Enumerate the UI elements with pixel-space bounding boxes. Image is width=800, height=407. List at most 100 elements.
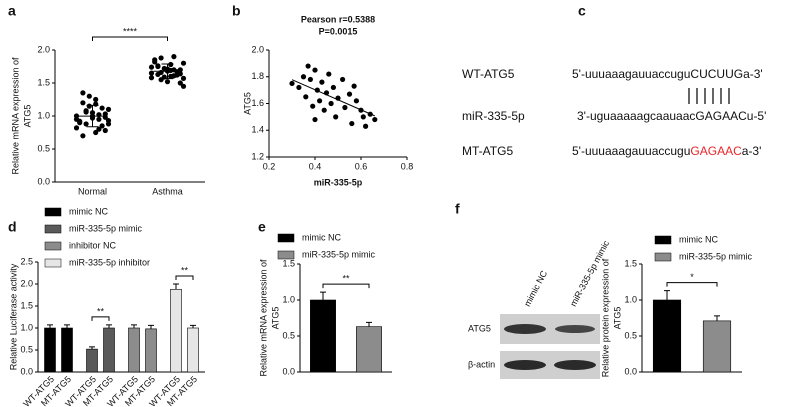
seq-name: miR-335-5p [462, 109, 525, 123]
y-tick-label: 1.6 [251, 98, 264, 108]
seq-part: 5'-uuuaaagauuaccugu [572, 144, 690, 158]
significance-bracket [322, 283, 370, 289]
blot-row-label: ATG5 [468, 323, 491, 333]
data-point [305, 63, 311, 69]
error-bar [47, 324, 53, 328]
mean-sd-line [78, 104, 107, 128]
bar [103, 327, 115, 373]
y-tick-label: 1.5 [624, 258, 637, 268]
y-tick-label: 0.0 [37, 176, 50, 186]
bar [86, 348, 98, 373]
y-tick-label: 1.5 [20, 300, 33, 310]
panel-label: a [8, 3, 16, 19]
data-point [171, 54, 177, 60]
legend-label: miR-335-5p inhibitor [69, 257, 150, 267]
significance-label: * [690, 272, 694, 282]
y-axis-label: ATG5 [242, 92, 252, 115]
bar [145, 328, 157, 373]
data-point [289, 80, 295, 87]
significance-bracket [175, 275, 194, 280]
data-point [312, 67, 318, 73]
sequence: 5'-uuuaaagauuaccuguGAGAACa-3' [572, 144, 761, 158]
data-point [353, 98, 359, 104]
legend-swatch [44, 258, 62, 268]
data-point [180, 75, 187, 81]
legend-swatch [277, 233, 295, 243]
y-tick-label: 1.0 [282, 294, 295, 304]
blot-row-label: β-actin [468, 359, 495, 369]
data-point [99, 123, 105, 129]
data-point [330, 84, 336, 91]
data-point [148, 75, 155, 81]
bar [187, 327, 199, 373]
data-point [321, 107, 327, 113]
data-point [73, 113, 80, 119]
bar [170, 288, 182, 373]
bar [652, 299, 682, 373]
data-point [80, 100, 86, 106]
error-bar [64, 324, 70, 328]
data-point [168, 61, 174, 68]
panel-label: f [455, 201, 460, 217]
x-tick-label: Asthma [152, 186, 183, 196]
data-point [333, 114, 339, 120]
legend-label: mimic NC [679, 234, 718, 244]
data-point [80, 133, 86, 139]
seq-part: a-3' [742, 144, 762, 158]
data-point [177, 71, 183, 77]
error-bar [320, 291, 326, 300]
error-bar [714, 315, 720, 321]
legend-label: mimic NC [69, 206, 108, 216]
data-point [93, 129, 99, 136]
significance-label: ** [97, 306, 105, 316]
y-tick-label: 0.0 [624, 366, 637, 376]
error-bar [131, 324, 137, 328]
data-point [171, 73, 177, 79]
data-point [155, 63, 161, 69]
data-point [300, 74, 307, 80]
data-point [96, 116, 102, 122]
bar [44, 327, 56, 373]
trend-line [291, 79, 376, 117]
y-axis-label: Relative mRNA expression of [258, 259, 268, 377]
bar [702, 320, 732, 373]
x-tick-label: 0.2 [263, 161, 276, 171]
y-tick-label: 2.5 [20, 256, 33, 266]
data-point [102, 127, 108, 134]
x-tick-label: Normal [78, 186, 107, 196]
data-point [105, 121, 112, 127]
bar [310, 299, 336, 373]
legend-swatch [654, 235, 672, 245]
y-tick-label: 0.5 [20, 344, 33, 354]
data-point [86, 103, 92, 109]
x-tick-label: 0.6 [355, 161, 368, 171]
seq-part: 5'-uuuaaagauuaccugu [572, 67, 690, 81]
data-point [372, 116, 378, 123]
data-point [105, 106, 112, 112]
data-point [83, 121, 89, 127]
y-axis-label: ATG5 [270, 307, 280, 330]
data-point [307, 76, 313, 83]
legend-swatch [44, 224, 62, 234]
data-point [155, 71, 161, 78]
data-point [340, 76, 346, 83]
legend-label: inhibitor NC [69, 240, 117, 250]
legend-label: miR-335-5p mimic [302, 249, 376, 259]
seq-part: CUCUUG [690, 67, 743, 81]
data-point [102, 111, 108, 117]
data-point [349, 120, 355, 127]
y-axis-label: Relative Luciferase activity [8, 263, 18, 370]
data-point [148, 70, 155, 76]
significance-bracket [666, 282, 718, 287]
panel-label: c [578, 3, 586, 19]
x-tick-label: 0.8 [401, 161, 414, 171]
panel-label: b [232, 3, 241, 19]
significance-label: **** [123, 26, 138, 36]
bar [61, 327, 73, 373]
sequence: 3'-uguaaaaagcaauaacGAGAACu-5' [577, 109, 766, 123]
data-point [310, 103, 316, 109]
data-point [99, 105, 105, 111]
significance-label: ** [181, 265, 189, 275]
y-tick-label: 2.0 [251, 44, 264, 54]
